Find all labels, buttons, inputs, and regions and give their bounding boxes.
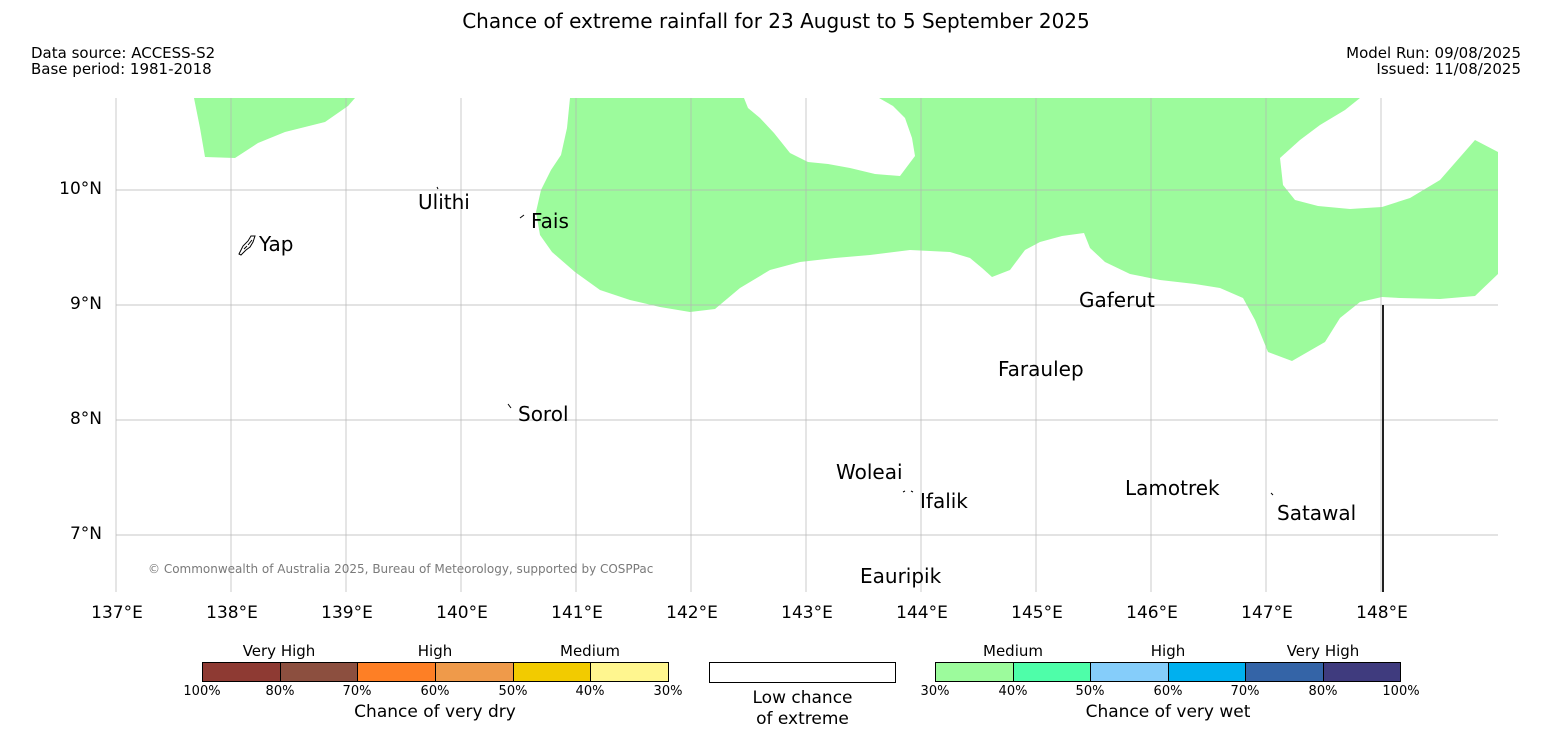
wet-tick-40: 40% (998, 684, 1028, 699)
woleai-atoll (902, 490, 914, 493)
lon-tick-148e: 148°E (1356, 603, 1408, 623)
dry-swatch-70-60 (357, 663, 436, 681)
lon-tick-140e: 140°E (436, 603, 488, 623)
lon-tick-141e: 141°E (551, 603, 603, 623)
lat-tick-10n: 10°N (59, 179, 102, 199)
lon-tick-143e: 143°E (781, 603, 833, 623)
legend-wet-label: Chance of very wet (1085, 702, 1251, 722)
legend-wet-group-medium: Medium (983, 642, 1043, 660)
lon-tick-142e: 142°E (666, 603, 718, 623)
lat-tick-9n: 9°N (69, 294, 102, 314)
wet-tick-30: 30% (920, 684, 950, 699)
source-info: Data source: ACCESS-S2 Base period: 1981… (31, 45, 215, 77)
lon-tick-144e: 144°E (896, 603, 948, 623)
legend-low-line1: Low chance (752, 688, 853, 708)
dry-swatch-50-40 (512, 663, 591, 681)
place-label-sorol: Sorol (518, 402, 569, 426)
place-label-satawal: Satawal (1277, 501, 1357, 525)
dry-swatch-40-30 (590, 663, 669, 681)
wet-swatch-50-60 (1090, 663, 1168, 681)
place-label-ulithi: Ulithi (418, 190, 470, 214)
legend-wet-group-very-high: Very High (1286, 642, 1360, 660)
lat-tick-7n: 7°N (69, 524, 102, 544)
wet-tick-50: 50% (1075, 684, 1105, 699)
dry-tick-30: 30% (653, 684, 683, 699)
wet-swatch-40-50 (1012, 663, 1090, 681)
lon-tick-137e: 137°E (91, 603, 143, 623)
issued-date: Issued: 11/08/2025 (1376, 60, 1521, 78)
legend-dry-group-very-high: Very High (242, 642, 316, 660)
dry-tick-50: 50% (498, 684, 528, 699)
lon-tick-138e: 138°E (206, 603, 258, 623)
wet-swatch-80-100 (1322, 663, 1400, 681)
place-label-woleai: Woleai (836, 460, 903, 484)
ulithi-atoll (436, 186, 439, 190)
island-outlines (238, 186, 1274, 496)
sorol-atoll (507, 403, 512, 409)
legend-dry-label: Chance of very dry (354, 702, 516, 722)
dry-swatch-100-80 (203, 663, 280, 681)
base-period: Base period: 1981-2018 (31, 60, 212, 78)
place-label-yap: Yap (259, 232, 294, 256)
dry-swatch-60-50 (435, 663, 513, 681)
data-source: Data source: ACCESS-S2 (31, 44, 216, 62)
place-label-fais: Fais (531, 209, 569, 233)
place-label-ifalik: Ifalik (920, 489, 968, 513)
dry-tick-80: 80% (265, 684, 295, 699)
legend-low-label: Low chance of extreme (702, 688, 903, 730)
lon-tick-145e: 145°E (1011, 603, 1063, 623)
legend-wet-group-high: High (1150, 642, 1186, 660)
dry-tick-100: 100% (183, 684, 221, 699)
place-label-faraulep: Faraulep (998, 357, 1084, 381)
legend-dry-colorbar (202, 662, 669, 682)
fais-island (519, 214, 525, 219)
run-info: Model Run: 09/08/2025 Issued: 11/08/2025 (1346, 45, 1521, 77)
wet-swatch-60-70 (1167, 663, 1245, 681)
place-label-eauripik: Eauripik (860, 564, 942, 588)
map-title: Chance of extreme rainfall for 23 August… (462, 9, 1090, 33)
wet-tick-70: 70% (1230, 684, 1260, 699)
place-label-lamotrek: Lamotrek (1125, 476, 1220, 500)
lon-tick-139e: 139°E (321, 603, 373, 623)
legend-dry-group-medium: Medium (560, 642, 620, 660)
grid-lines (115, 98, 1498, 592)
dry-tick-70: 70% (342, 684, 372, 699)
wet-tick-60: 60% (1153, 684, 1183, 699)
legend-dry-group-high: High (417, 642, 453, 660)
legend-low-line2: of extreme (756, 709, 849, 729)
wet-region-main (536, 98, 1498, 361)
lon-tick-147e: 147°E (1241, 603, 1293, 623)
wet-swatch-70-80 (1245, 663, 1323, 681)
legend-low-swatch (709, 662, 896, 683)
wet-region-northwest (194, 98, 355, 158)
copyright-notice: © Commonwealth of Australia 2025, Bureau… (148, 562, 654, 576)
lon-tick-146e: 146°E (1126, 603, 1178, 623)
wet-tick-80: 80% (1308, 684, 1338, 699)
yap-island (238, 235, 256, 256)
satawal-island (1270, 492, 1274, 496)
model-run: Model Run: 09/08/2025 (1346, 44, 1521, 62)
dry-tick-60: 60% (420, 684, 450, 699)
dry-swatch-80-70 (279, 663, 358, 681)
dry-tick-40: 40% (575, 684, 605, 699)
wet-tick-100: 100% (1382, 684, 1420, 699)
wet-swatch-30-40 (936, 663, 1013, 681)
place-label-gaferut: Gaferut (1079, 288, 1155, 312)
lat-tick-8n: 8°N (69, 409, 102, 429)
legend-wet-colorbar (935, 662, 1401, 682)
